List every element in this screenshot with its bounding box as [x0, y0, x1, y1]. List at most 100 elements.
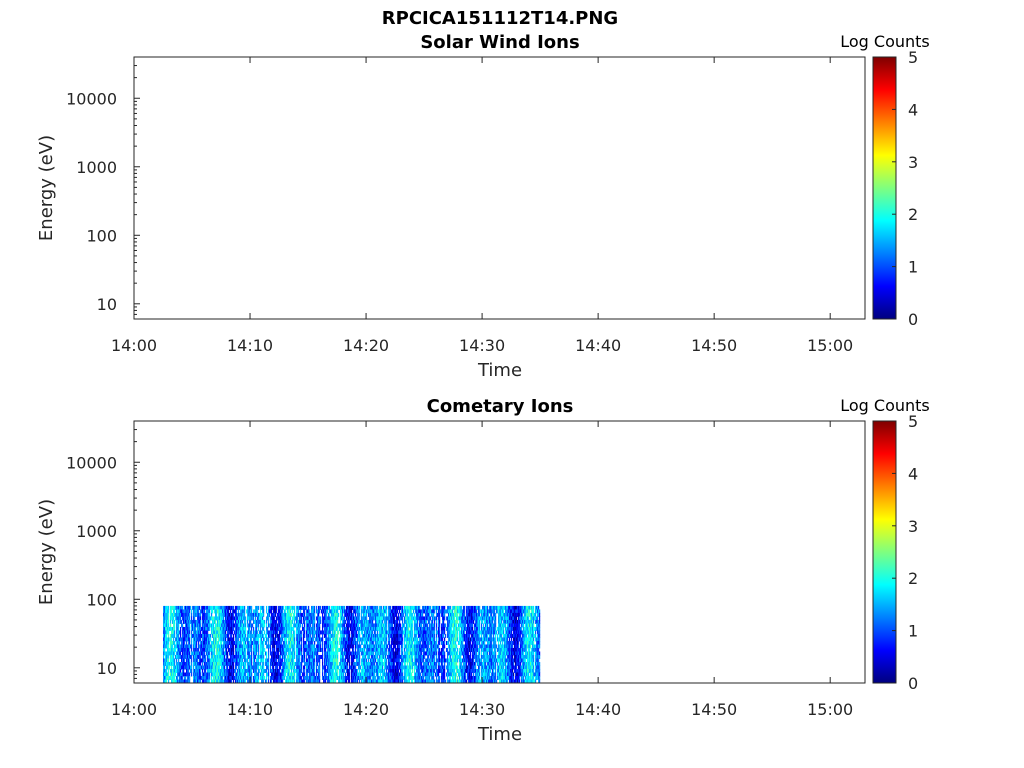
spectrogram-cell [303, 679, 305, 683]
spectrogram-cell [356, 633, 358, 638]
spectrogram-cell [389, 637, 391, 642]
spectrogram-cell [222, 612, 224, 617]
spectrogram-cell [392, 623, 394, 628]
spectrogram-cell [359, 651, 361, 656]
spectrogram-cell [290, 654, 292, 659]
spectrogram-cell [356, 672, 358, 677]
spectrogram-cell [266, 619, 268, 624]
spectrogram-cell [420, 647, 422, 652]
spectrogram-cell [314, 633, 316, 638]
spectrogram-cell [414, 672, 416, 677]
spectrogram-cell [364, 679, 366, 683]
spectrogram-cell [420, 609, 422, 614]
spectrogram-cell [366, 679, 368, 683]
spectrogram-cell [220, 626, 222, 631]
spectrogram-cell [288, 619, 290, 624]
spectrogram-cell [314, 658, 316, 663]
spectrogram-cell [231, 654, 233, 659]
spectrogram-cell [381, 668, 383, 673]
spectrogram-cell [195, 623, 197, 628]
spectrogram-cell [307, 675, 309, 680]
spectrogram-cell [334, 626, 336, 631]
spectrogram-cell [322, 616, 324, 621]
spectrogram-cell [172, 675, 174, 680]
spectrogram-cell [210, 605, 212, 610]
spectrogram-cell [398, 640, 400, 645]
spectrogram-cell [341, 630, 343, 635]
spectrogram-cell [282, 665, 284, 670]
spectrogram-cell [338, 675, 340, 680]
spectrogram-cell [211, 609, 213, 614]
spectrogram-cell [171, 651, 173, 656]
spectrogram-cell [208, 644, 210, 649]
spectrogram-cell [289, 661, 291, 666]
spectrogram-cell [349, 630, 351, 635]
spectrogram-cell [286, 630, 288, 635]
spectrogram-cell [284, 630, 286, 635]
spectrogram-cell [333, 616, 335, 621]
spectrogram-cell [302, 658, 304, 663]
spectrogram-cell [319, 658, 321, 663]
spectrogram-cell [224, 630, 226, 635]
spectrogram-cell [268, 665, 270, 670]
spectrogram-cell [185, 633, 187, 638]
spectrogram-cell [242, 654, 244, 659]
spectrogram-cell [200, 675, 202, 680]
spectrogram-cell [191, 651, 193, 656]
spectrogram-cell [365, 630, 367, 635]
spectrogram-cell [404, 644, 406, 649]
spectrogram-cell [350, 640, 352, 645]
spectrogram-cell [202, 626, 204, 631]
spectrogram-cell [368, 672, 370, 677]
spectrogram-cell [358, 651, 360, 656]
spectrogram-cell [224, 651, 226, 656]
spectrogram-cell [277, 665, 279, 670]
spectrogram-cell [373, 672, 375, 677]
spectrogram-cell [310, 637, 312, 642]
spectrogram-cell [391, 654, 393, 659]
spectrogram-cell [380, 647, 382, 652]
spectrogram-cell [391, 675, 393, 680]
spectrogram-cell [378, 619, 380, 624]
spectrogram-cell [167, 661, 169, 666]
spectrogram-cell [376, 651, 378, 656]
spectrogram-cell [261, 612, 263, 617]
spectrogram-cell [185, 654, 187, 659]
spectrogram-cell [384, 644, 386, 649]
spectrogram-cell [374, 605, 376, 610]
spectrogram-cell [359, 668, 361, 673]
spectrogram-cell [402, 665, 404, 670]
spectrogram-cell [242, 616, 244, 621]
spectrogram-cell [367, 619, 369, 624]
spectrogram-cell [388, 623, 390, 628]
spectrogram-cell [184, 609, 186, 614]
spectrogram-cell [376, 672, 378, 677]
spectrogram-cell [235, 679, 237, 683]
spectrogram-cell [367, 640, 369, 645]
spectrogram-cell [410, 644, 412, 649]
spectrogram-cell [263, 651, 265, 656]
spectrogram-cell [310, 640, 312, 645]
spectrogram-cell [401, 647, 403, 652]
spectrogram-cell [293, 605, 295, 610]
spectrogram-cell [276, 640, 278, 645]
spectrogram-cell [370, 644, 372, 649]
spectrogram-cell [347, 665, 349, 670]
spectrogram-cell [180, 626, 182, 631]
spectrogram-cell [364, 637, 366, 642]
spectrogram-cell [411, 640, 413, 645]
spectrogram-cell [173, 612, 175, 617]
spectrogram-cell [366, 640, 368, 645]
spectrogram-cell [355, 623, 357, 628]
spectrogram-cell [342, 640, 344, 645]
spectrogram-cell [350, 616, 352, 621]
spectrogram-cell [184, 654, 186, 659]
spectrogram-cell [370, 612, 372, 617]
spectrogram-cell [234, 630, 236, 635]
spectrogram-cell [223, 612, 225, 617]
spectrogram-cell [286, 668, 288, 673]
spectrogram-cell [289, 619, 291, 624]
spectrogram-cell [351, 668, 353, 673]
spectrogram-cell [171, 668, 173, 673]
spectrogram-cell [367, 626, 369, 631]
